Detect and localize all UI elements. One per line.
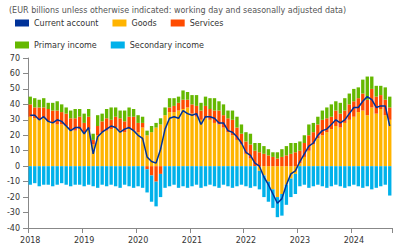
svg-text:10: 10 <box>10 146 20 155</box>
svg-text:Goods: Goods <box>131 19 156 28</box>
svg-text:60: 60 <box>10 69 20 78</box>
svg-text:Services: Services <box>190 19 224 28</box>
svg-text:-40: -40 <box>7 224 20 233</box>
svg-text:70: 70 <box>10 54 20 63</box>
svg-text:2019: 2019 <box>74 236 94 245</box>
svg-text:-10: -10 <box>7 177 20 186</box>
svg-text:30: 30 <box>10 115 20 124</box>
svg-text:-20: -20 <box>7 193 20 202</box>
svg-text:2023: 2023 <box>290 236 310 245</box>
svg-text:20: 20 <box>10 131 20 140</box>
svg-text:(EUR billions unless otherwise: (EUR billions unless otherwise indicated… <box>9 6 346 15</box>
svg-text:2024: 2024 <box>344 236 364 245</box>
svg-text:0: 0 <box>15 162 20 171</box>
svg-text:2020: 2020 <box>128 236 148 245</box>
svg-text:-30: -30 <box>7 208 20 217</box>
svg-text:2018: 2018 <box>20 236 40 245</box>
svg-text:Current account: Current account <box>34 19 98 28</box>
svg-text:Secondary income: Secondary income <box>130 41 204 50</box>
svg-text:2022: 2022 <box>236 236 256 245</box>
svg-text:Primary income: Primary income <box>34 41 97 50</box>
svg-text:40: 40 <box>10 100 20 109</box>
svg-text:2021: 2021 <box>182 236 202 245</box>
svg-text:50: 50 <box>10 84 20 93</box>
